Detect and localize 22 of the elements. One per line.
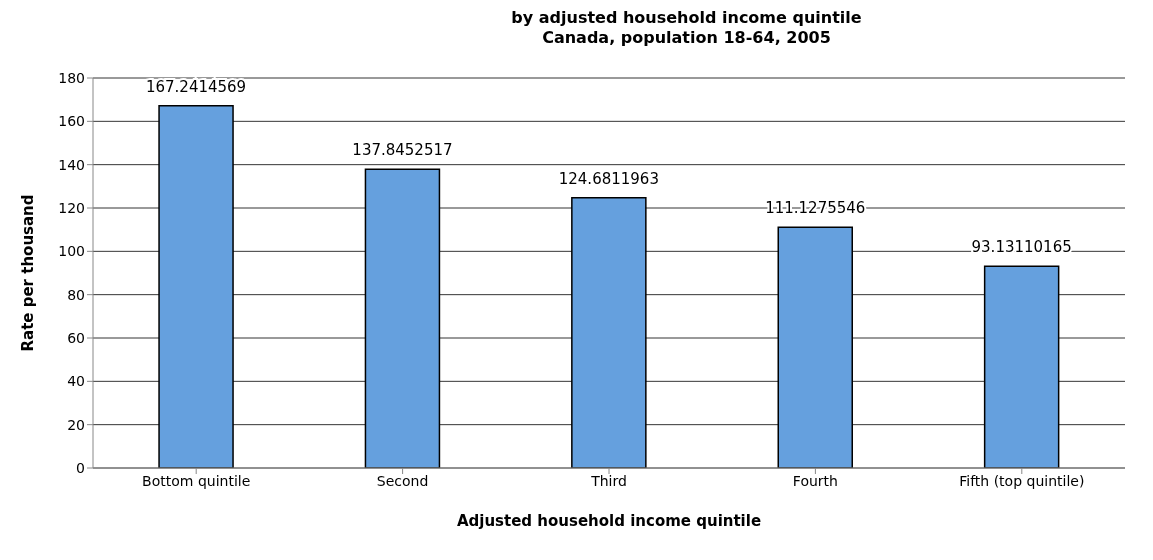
- y-tick-label: 100: [58, 243, 85, 260]
- y-tick-label: 80: [67, 286, 85, 303]
- x-tick-label: Second: [376, 472, 429, 489]
- y-tick-label: 20: [67, 416, 85, 433]
- x-tick-label: Fourth: [792, 472, 838, 489]
- data-label: 167.2414569: [145, 77, 247, 96]
- x-tick-label: Third: [590, 472, 627, 489]
- x-tick-label: Fifth (top quintile): [959, 472, 1085, 489]
- y-tick-label: 120: [58, 199, 85, 216]
- chart-title: by adjusted household income quintile Canada, population 18-64, 2005: [510, 8, 863, 48]
- data-label: 111.1275546: [765, 199, 866, 218]
- y-tick-label: 60: [67, 329, 85, 346]
- y-tick-label: 40: [67, 373, 85, 390]
- x-axis-title: Adjusted household income quintile: [456, 512, 762, 530]
- y-tick-label: 0: [76, 459, 85, 476]
- x-tick-label: Bottom quintile: [142, 472, 251, 489]
- y-axis-title: Rate per thousand: [19, 194, 38, 352]
- data-label: 124.6811963: [558, 169, 659, 188]
- y-tick-label: 180: [58, 69, 85, 86]
- y-tick-label: 140: [58, 156, 85, 173]
- y-tick-label: 160: [58, 113, 85, 130]
- data-label: 137.8452517: [352, 141, 453, 160]
